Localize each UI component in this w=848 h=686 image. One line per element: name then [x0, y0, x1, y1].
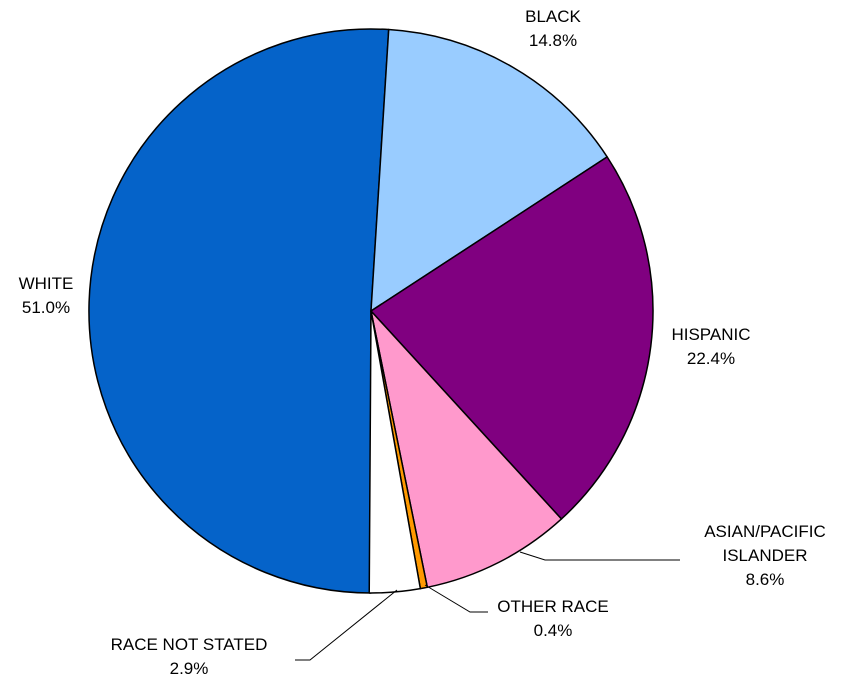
pie-slices: [88, 28, 654, 594]
label-black: BLACK 14.8%: [525, 7, 581, 50]
label-asian-pacific-islander: ASIAN/PACIFIC ISLANDER 8.6%: [704, 522, 826, 589]
leader-asian-pacific-islander: [519, 551, 680, 561]
slice-labels: WHITE 51.0% BLACK 14.8% HISPANIC 22.4% ASIAN/P…: [19, 7, 826, 678]
slice-hispanic: [370, 156, 654, 520]
leader-other-race: [424, 584, 488, 613]
label-hispanic: HISPANIC 22.4%: [671, 325, 750, 368]
leader-race-not-stated: [295, 589, 398, 661]
slice-black: [370, 28, 608, 312]
slice-white: [88, 28, 390, 594]
label-white: WHITE 51.0%: [19, 274, 74, 317]
label-other-race: OTHER RACE 0.4%: [497, 597, 608, 640]
leader-lines: [295, 551, 680, 661]
slice-asian-pacific-islander: [370, 310, 563, 589]
label-race-not-stated: RACE NOT STATED 2.9%: [111, 635, 268, 678]
